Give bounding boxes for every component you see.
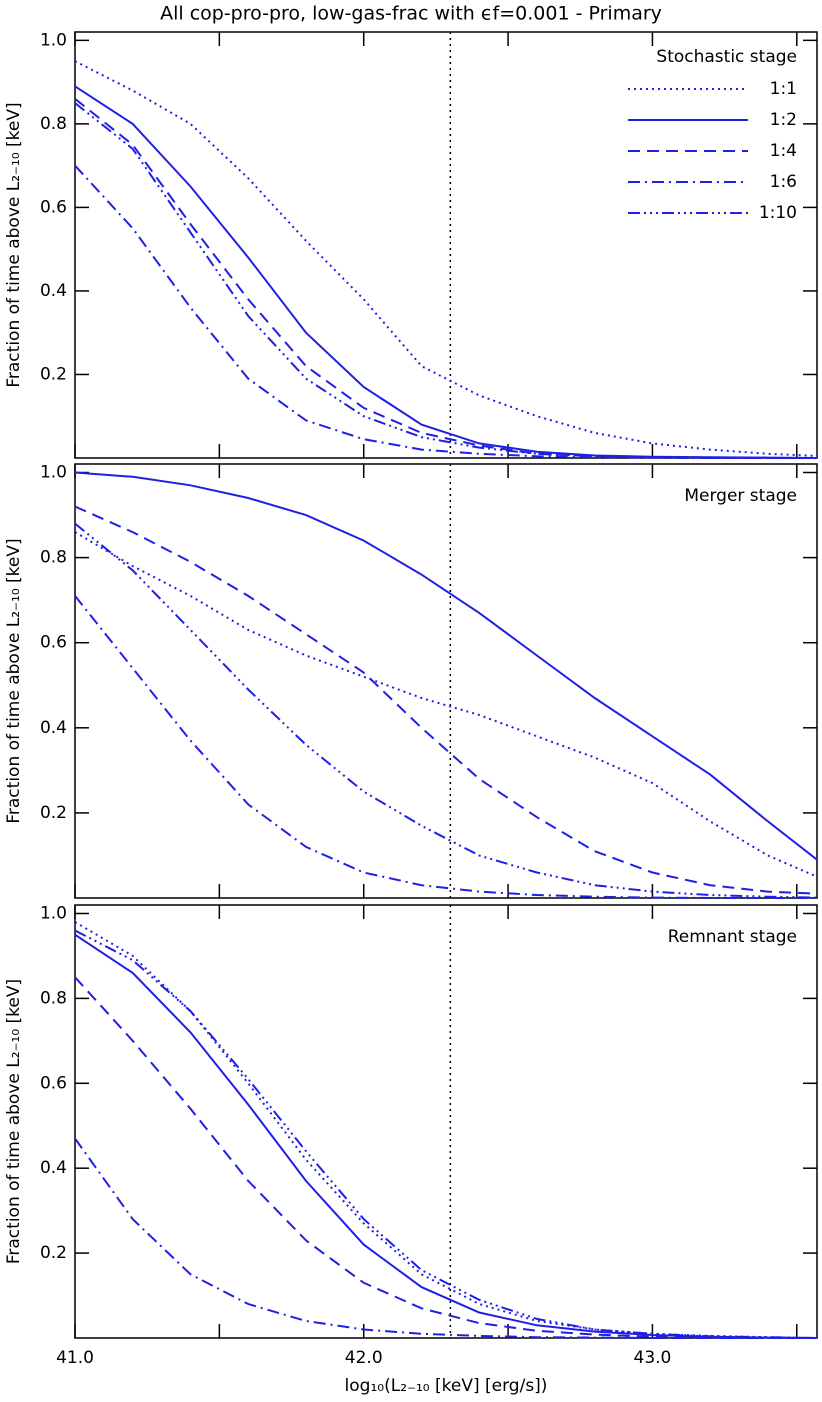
y-axis-label: Fraction of time above L₂₋₁₀ [keV] bbox=[4, 102, 24, 387]
y-tick-label: 0.8 bbox=[40, 988, 67, 1008]
legend-label: 1:10 bbox=[759, 203, 797, 223]
y-tick-label: 0.2 bbox=[40, 364, 67, 384]
series-line bbox=[74, 595, 817, 899]
y-tick-label: 0.6 bbox=[40, 197, 67, 217]
y-tick-label: 0.2 bbox=[40, 1243, 67, 1263]
legend-label: 1:4 bbox=[770, 141, 797, 161]
series-line bbox=[74, 505, 818, 895]
plot-frame bbox=[74, 904, 818, 1339]
series-line bbox=[74, 164, 817, 459]
y-tick-label: 0.8 bbox=[40, 548, 67, 568]
legend-label: 1:1 bbox=[770, 79, 797, 99]
series-line bbox=[74, 522, 818, 899]
y-tick-label: 0.6 bbox=[40, 633, 67, 653]
panel-annotation: Remnant stage bbox=[668, 927, 797, 947]
y-tick-label: 1.0 bbox=[40, 30, 67, 50]
x-tick-label: 41.0 bbox=[56, 1348, 94, 1368]
y-tick-label: 0.4 bbox=[40, 718, 67, 738]
plot-frame bbox=[74, 463, 818, 899]
plot-frame bbox=[74, 31, 818, 459]
series-line bbox=[74, 60, 818, 457]
y-tick-label: 0.2 bbox=[40, 803, 67, 823]
x-tick-label: 43.0 bbox=[634, 1348, 672, 1368]
series-line bbox=[74, 1137, 817, 1339]
legend-label: 1:2 bbox=[770, 110, 797, 130]
y-axis-label: Fraction of time above L₂₋₁₀ [keV] bbox=[4, 538, 24, 823]
panel-annotation: Merger stage bbox=[684, 486, 797, 506]
series-line bbox=[74, 531, 818, 878]
x-axis-label: log₁₀(L₂₋₁₀ [keV] [erg/s]) bbox=[345, 1376, 548, 1396]
y-tick-label: 1.0 bbox=[40, 463, 67, 483]
legend-label: 1:6 bbox=[770, 172, 797, 192]
y-tick-label: 0.4 bbox=[40, 281, 67, 301]
y-tick-label: 0.4 bbox=[40, 1158, 67, 1178]
series-line bbox=[74, 976, 817, 1339]
chart-title: All cop-pro-pro, low-gas-frac with ϵf=0.… bbox=[160, 3, 662, 25]
series-line bbox=[74, 471, 818, 861]
series-line bbox=[74, 102, 817, 459]
y-tick-label: 0.8 bbox=[40, 114, 67, 134]
series-line bbox=[74, 933, 818, 1339]
series-line bbox=[74, 921, 818, 1339]
x-tick-label: 42.0 bbox=[345, 1348, 383, 1368]
series-line bbox=[74, 85, 818, 459]
y-tick-label: 1.0 bbox=[40, 903, 67, 923]
series-line bbox=[74, 98, 817, 459]
series-line bbox=[74, 929, 818, 1339]
y-axis-label: Fraction of time above L₂₋₁₀ [keV] bbox=[4, 979, 24, 1264]
y-tick-label: 0.6 bbox=[40, 1073, 67, 1093]
legend-title: Stochastic stage bbox=[656, 47, 797, 67]
